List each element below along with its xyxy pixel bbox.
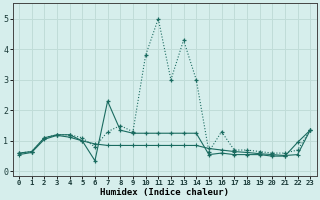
X-axis label: Humidex (Indice chaleur): Humidex (Indice chaleur) (100, 188, 229, 197)
